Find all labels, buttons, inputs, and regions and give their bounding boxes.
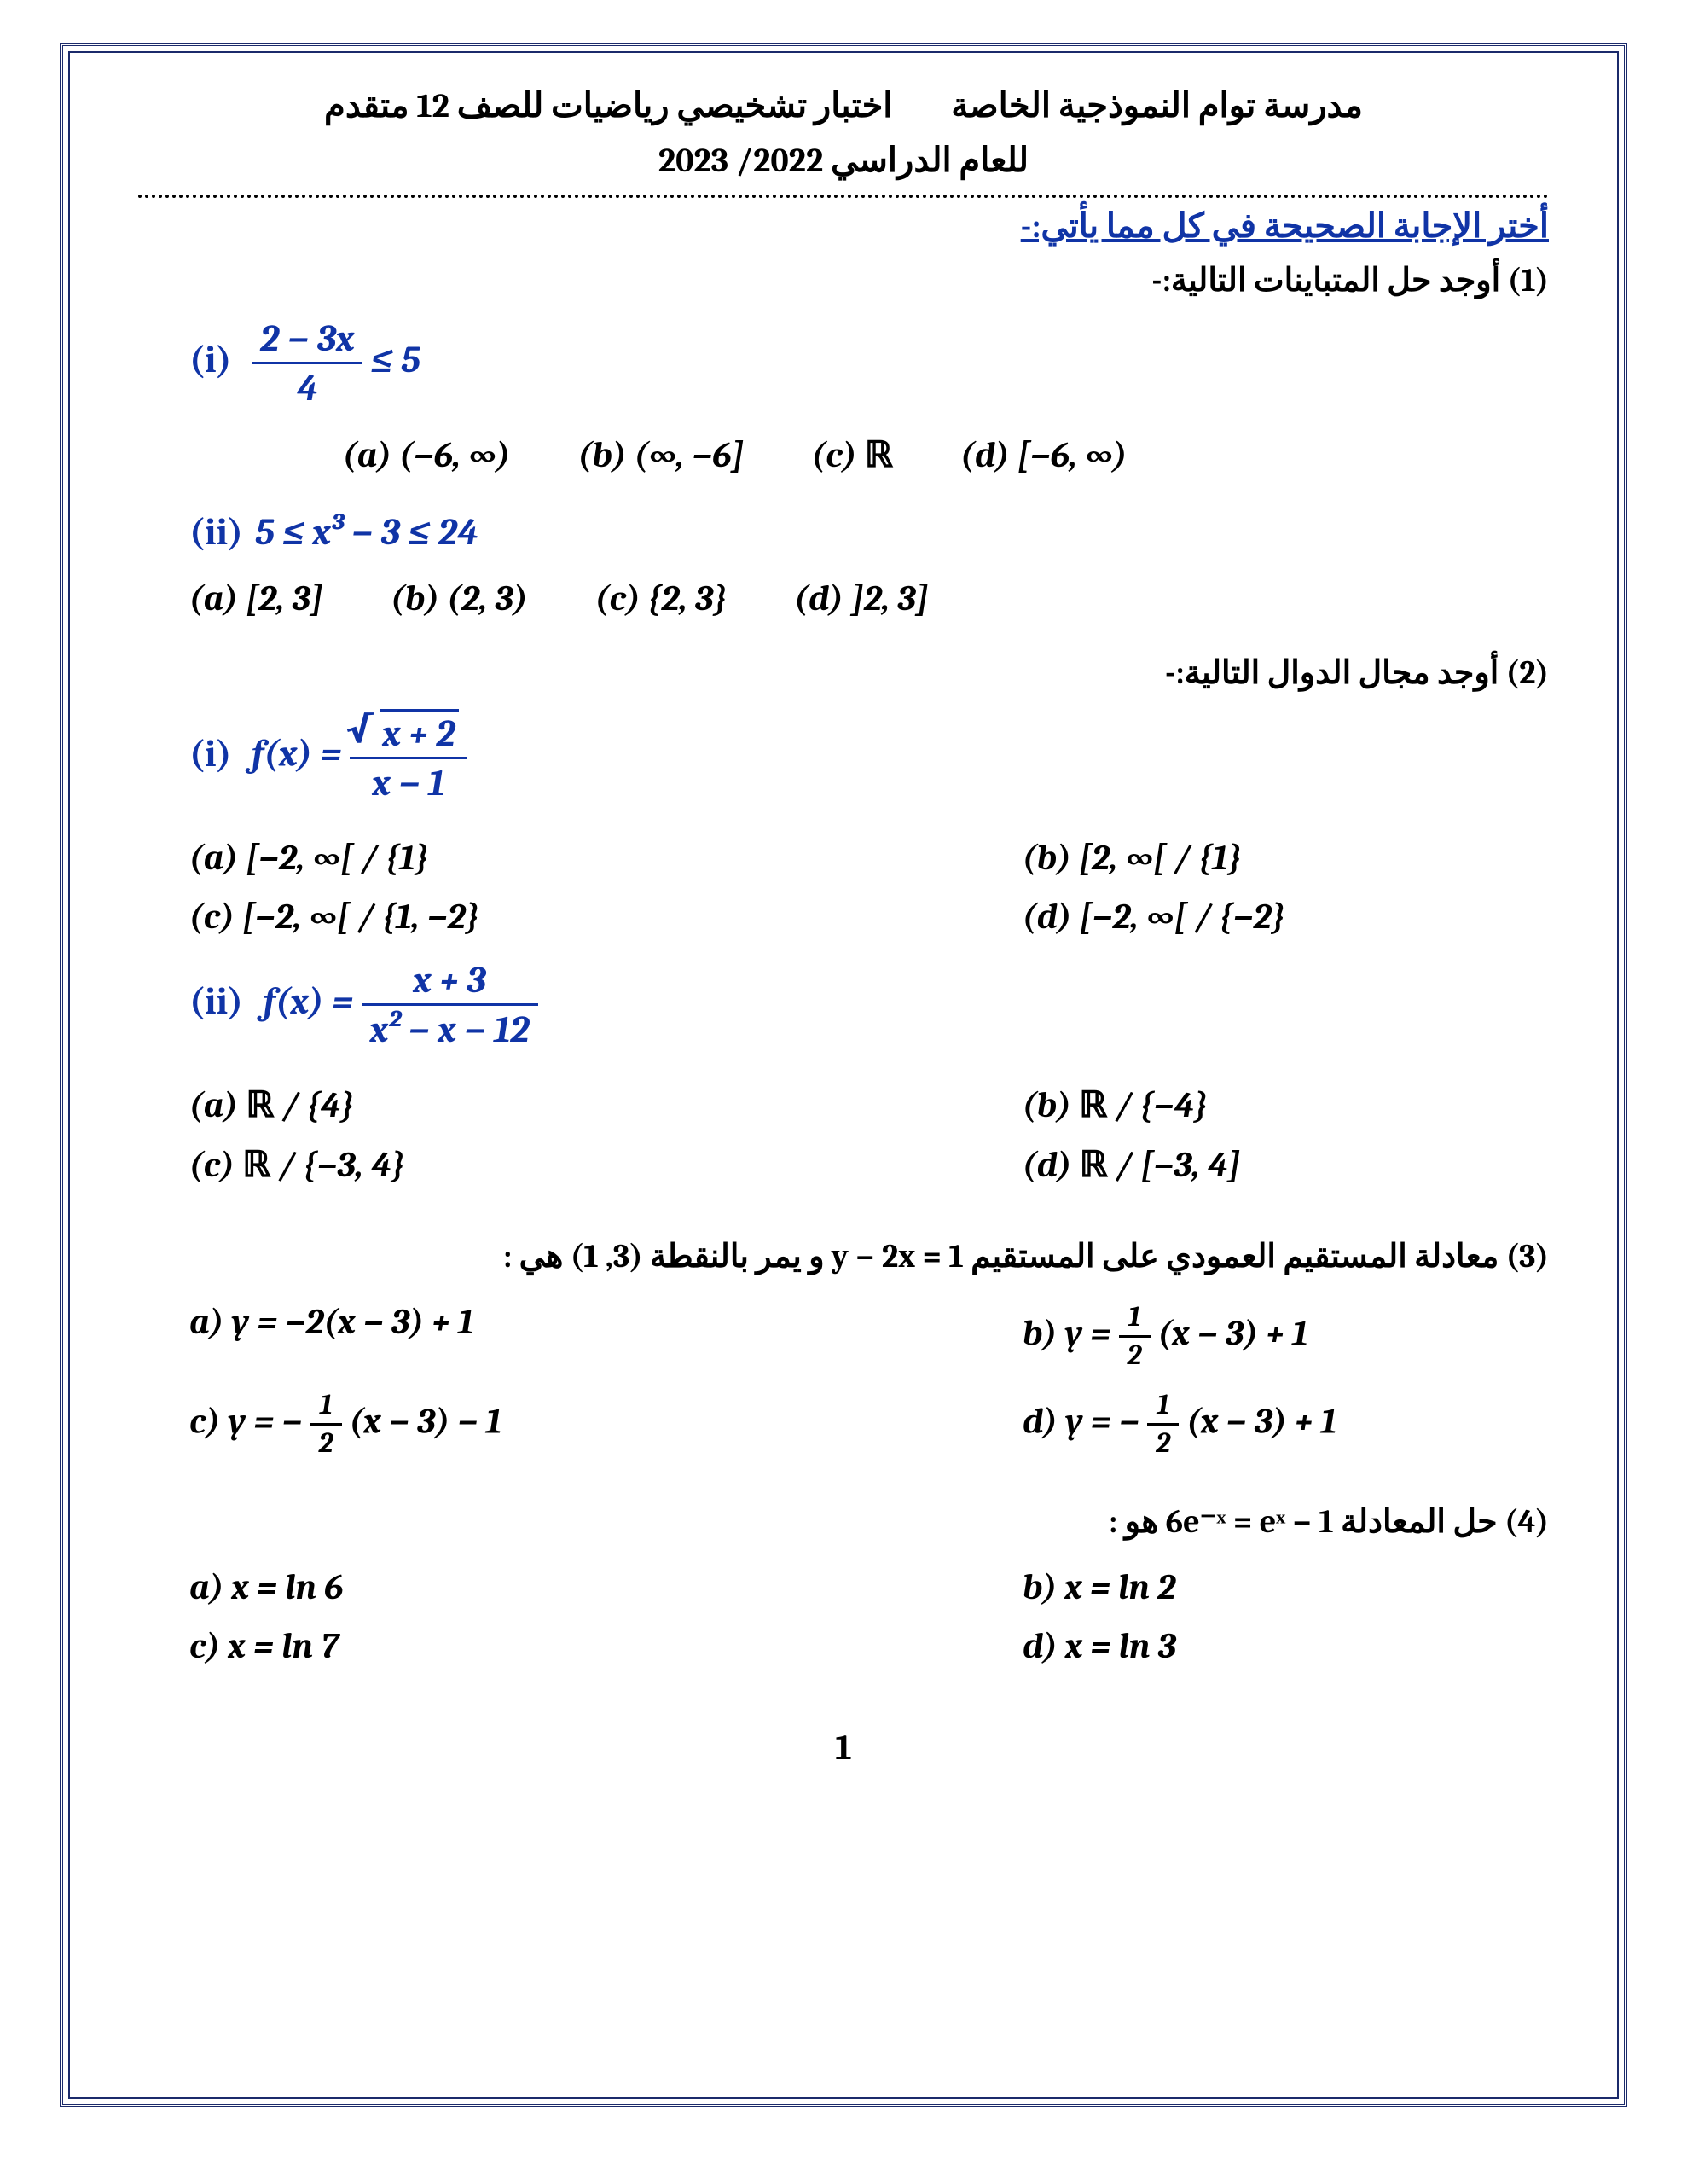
q2ii-b-post: / {−4}: [1107, 1084, 1207, 1126]
q3d-frac: 12: [1147, 1389, 1179, 1460]
q4-prompt: (4) حل المعادلة 6e⁻ˣ = eˣ − 1 هو :: [138, 1502, 1549, 1541]
q3-opt-a: a) y = −2(x − 3) + 1: [189, 1292, 835, 1380]
q2ii-options: (a) ℝ / {4} (b) ℝ / {−4} (c) ℝ / {−3, 4}…: [189, 1075, 1549, 1194]
exam-title: اختبار تشخيصي رياضيات للصف 12 متقدم: [324, 78, 892, 133]
q1ii-opt-b: (b) (2, 3): [391, 578, 527, 619]
q3c-pre: c) y = −: [189, 1401, 310, 1443]
q2i-opt-a: (a) [−2, ∞[ / {1}: [189, 828, 835, 887]
q2i-radicand: x + 2: [380, 709, 459, 755]
q1i-opt-a: (a) (−6, ∞): [343, 434, 510, 476]
q2-part-i: (i) f(x) = x + 2 x − 1: [189, 709, 1549, 804]
q1-part-ii: (ii) 5 ≤ x³ − 3 ≤ 24: [189, 510, 1549, 554]
q2-prompt: (2) أوجد مجال الدوال التالية:-: [138, 653, 1549, 692]
school-name: مدرسة توام النموذجية الخاصة: [951, 78, 1363, 133]
q3b-pre: b) y =: [1023, 1313, 1119, 1355]
q2i-den: x − 1: [350, 759, 467, 804]
q1ii-opt-a: (a) [2, 3]: [189, 578, 323, 619]
instruction: أختر الإجابة الصحيحة في كل مما يأتي:-: [138, 206, 1549, 246]
q2i-num: x + 2: [350, 709, 467, 759]
q2i-label: (i): [189, 732, 231, 775]
q1i-fraction: 2 − 3x 4: [252, 317, 362, 410]
q4-opt-a: a) x = ln 6: [189, 1558, 835, 1617]
q2ii-opt-a: (a) ℝ / {4}: [189, 1075, 835, 1135]
q3-options: a) y = −2(x − 3) + 1 b) y = 12 (x − 3) +…: [189, 1292, 1549, 1468]
outer-border: مدرسة توام النموذجية الخاصة اختبار تشخيص…: [60, 43, 1627, 2107]
q2i-options: (a) [−2, ∞[ / {1} (b) [2, ∞[ / {1} (c) […: [189, 828, 1549, 946]
q3c-den: 2: [310, 1426, 342, 1460]
real-symbol: ℝ: [865, 436, 893, 475]
q3-opt-b: b) y = 12 (x − 3) + 1: [903, 1292, 1549, 1380]
q1i-rhs: ≤ 5: [371, 338, 420, 381]
q1ii-expr: 5 ≤ x³ − 3 ≤ 24: [255, 510, 478, 554]
q1i-opt-d: (d) [−6, ∞): [960, 434, 1127, 476]
q3b-den: 2: [1119, 1338, 1151, 1372]
q2ii-den: x² − x − 12: [362, 1006, 538, 1051]
q1i-options: (a) (−6, ∞) (b) (∞, −6] (c) ℝ (d) [−6, ∞…: [189, 433, 1549, 476]
q2ii-b-pre: (b): [1023, 1084, 1079, 1126]
q3b-post: (x − 3) + 1: [1151, 1313, 1308, 1355]
academic-year: للعام الدراسي 2022/ 2023: [138, 133, 1549, 188]
q3-opt-c: c) y = − 12 (x − 3) − 1: [189, 1380, 835, 1468]
real-symbol: ℝ: [242, 1146, 270, 1185]
q1i-opt-c-pre: (c): [812, 434, 865, 476]
header: مدرسة توام النموذجية الخاصة اختبار تشخيص…: [138, 78, 1549, 188]
real-symbol: ℝ: [1080, 1146, 1108, 1185]
q1ii-opt-d: (d) ]2, 3]: [794, 578, 928, 619]
q1-prompt: (1) أوجد حل المتباينات التالية:-: [138, 261, 1549, 299]
q1i-den: 4: [252, 364, 362, 410]
q1ii-label: (ii): [189, 510, 243, 554]
sqrt-icon: x + 2: [358, 709, 458, 755]
q2i-lhs: f(x) =: [252, 732, 341, 775]
q3-opt-d: d) y = − 12 (x − 3) + 1: [903, 1380, 1549, 1468]
q2ii-fraction: x + 3 x² − x − 12: [362, 958, 538, 1051]
q2ii-lhs: f(x) =: [264, 979, 353, 1023]
q1i-num: 2 − 3x: [252, 317, 362, 364]
q3c-num: 1: [310, 1389, 342, 1426]
header-line-1: مدرسة توام النموذجية الخاصة اختبار تشخيص…: [138, 78, 1549, 133]
q3d-pre: d) y = −: [1023, 1401, 1147, 1443]
page: مدرسة توام النموذجية الخاصة اختبار تشخيص…: [0, 0, 1687, 2141]
q3d-num: 1: [1147, 1389, 1179, 1426]
q2ii-opt-c: (c) ℝ / {−3, 4}: [189, 1135, 835, 1194]
page-number: 1: [138, 1727, 1549, 1769]
inner-border: مدرسة توام النموذجية الخاصة اختبار تشخيص…: [68, 51, 1619, 2099]
dotted-separator: [138, 195, 1549, 198]
q2i-opt-b: (b) [2, ∞[ / {1}: [903, 828, 1549, 887]
q1i-opt-c: (c) ℝ: [812, 433, 893, 476]
q1-part-i: (i) 2 − 3x 4 ≤ 5: [189, 317, 1549, 410]
q2ii-d-pre: (d): [1023, 1144, 1080, 1186]
q2i-opt-c: (c) [−2, ∞[ / {1, −2}: [189, 887, 835, 946]
q4-options: a) x = ln 6 b) x = ln 2 c) x = ln 7 d) x…: [189, 1558, 1549, 1676]
q2i-opt-d: (d) [−2, ∞[ / {−2}: [903, 887, 1549, 946]
q1ii-options: (a) [2, 3] (b) (2, 3) (c) {2, 3} (d) ]2,…: [189, 578, 1549, 619]
q2-part-ii: (ii) f(x) = x + 3 x² − x − 12: [189, 958, 1549, 1051]
q2ii-c-post: / {−3, 4}: [270, 1144, 404, 1186]
q3c-post: (x − 3) − 1: [342, 1401, 501, 1443]
q1i-opt-b: (b) (∞, −6]: [578, 434, 745, 476]
q4-opt-d: d) x = ln 3: [903, 1617, 1549, 1676]
q2ii-opt-d: (d) ℝ / [−3, 4]: [903, 1135, 1549, 1194]
q2ii-num: x + 3: [362, 958, 538, 1006]
q2ii-a-pre: (a): [189, 1084, 246, 1126]
q3d-post: (x − 3) + 1: [1179, 1401, 1336, 1443]
q1ii-opt-c: (c) {2, 3}: [595, 578, 727, 619]
q1i-label: (i): [189, 338, 231, 381]
q4-opt-c: c) x = ln 7: [189, 1617, 835, 1676]
q2ii-a-post: / {4}: [274, 1084, 353, 1126]
q3c-frac: 12: [310, 1389, 342, 1460]
q2i-fraction: x + 2 x − 1: [350, 709, 467, 804]
q3b-frac: 12: [1119, 1301, 1151, 1372]
q3b-num: 1: [1119, 1301, 1151, 1338]
q3d-den: 2: [1147, 1426, 1179, 1460]
q2ii-label: (ii): [189, 979, 243, 1023]
real-symbol: ℝ: [1079, 1086, 1107, 1125]
real-symbol: ℝ: [246, 1086, 274, 1125]
q2ii-c-pre: (c): [189, 1144, 242, 1186]
q2ii-d-post: / [−3, 4]: [1108, 1144, 1240, 1186]
q4-opt-b: b) x = ln 2: [903, 1558, 1549, 1617]
q3-prompt: (3) معادلة المستقيم العمودي على المستقيم…: [138, 1237, 1549, 1275]
q2ii-opt-b: (b) ℝ / {−4}: [903, 1075, 1549, 1135]
